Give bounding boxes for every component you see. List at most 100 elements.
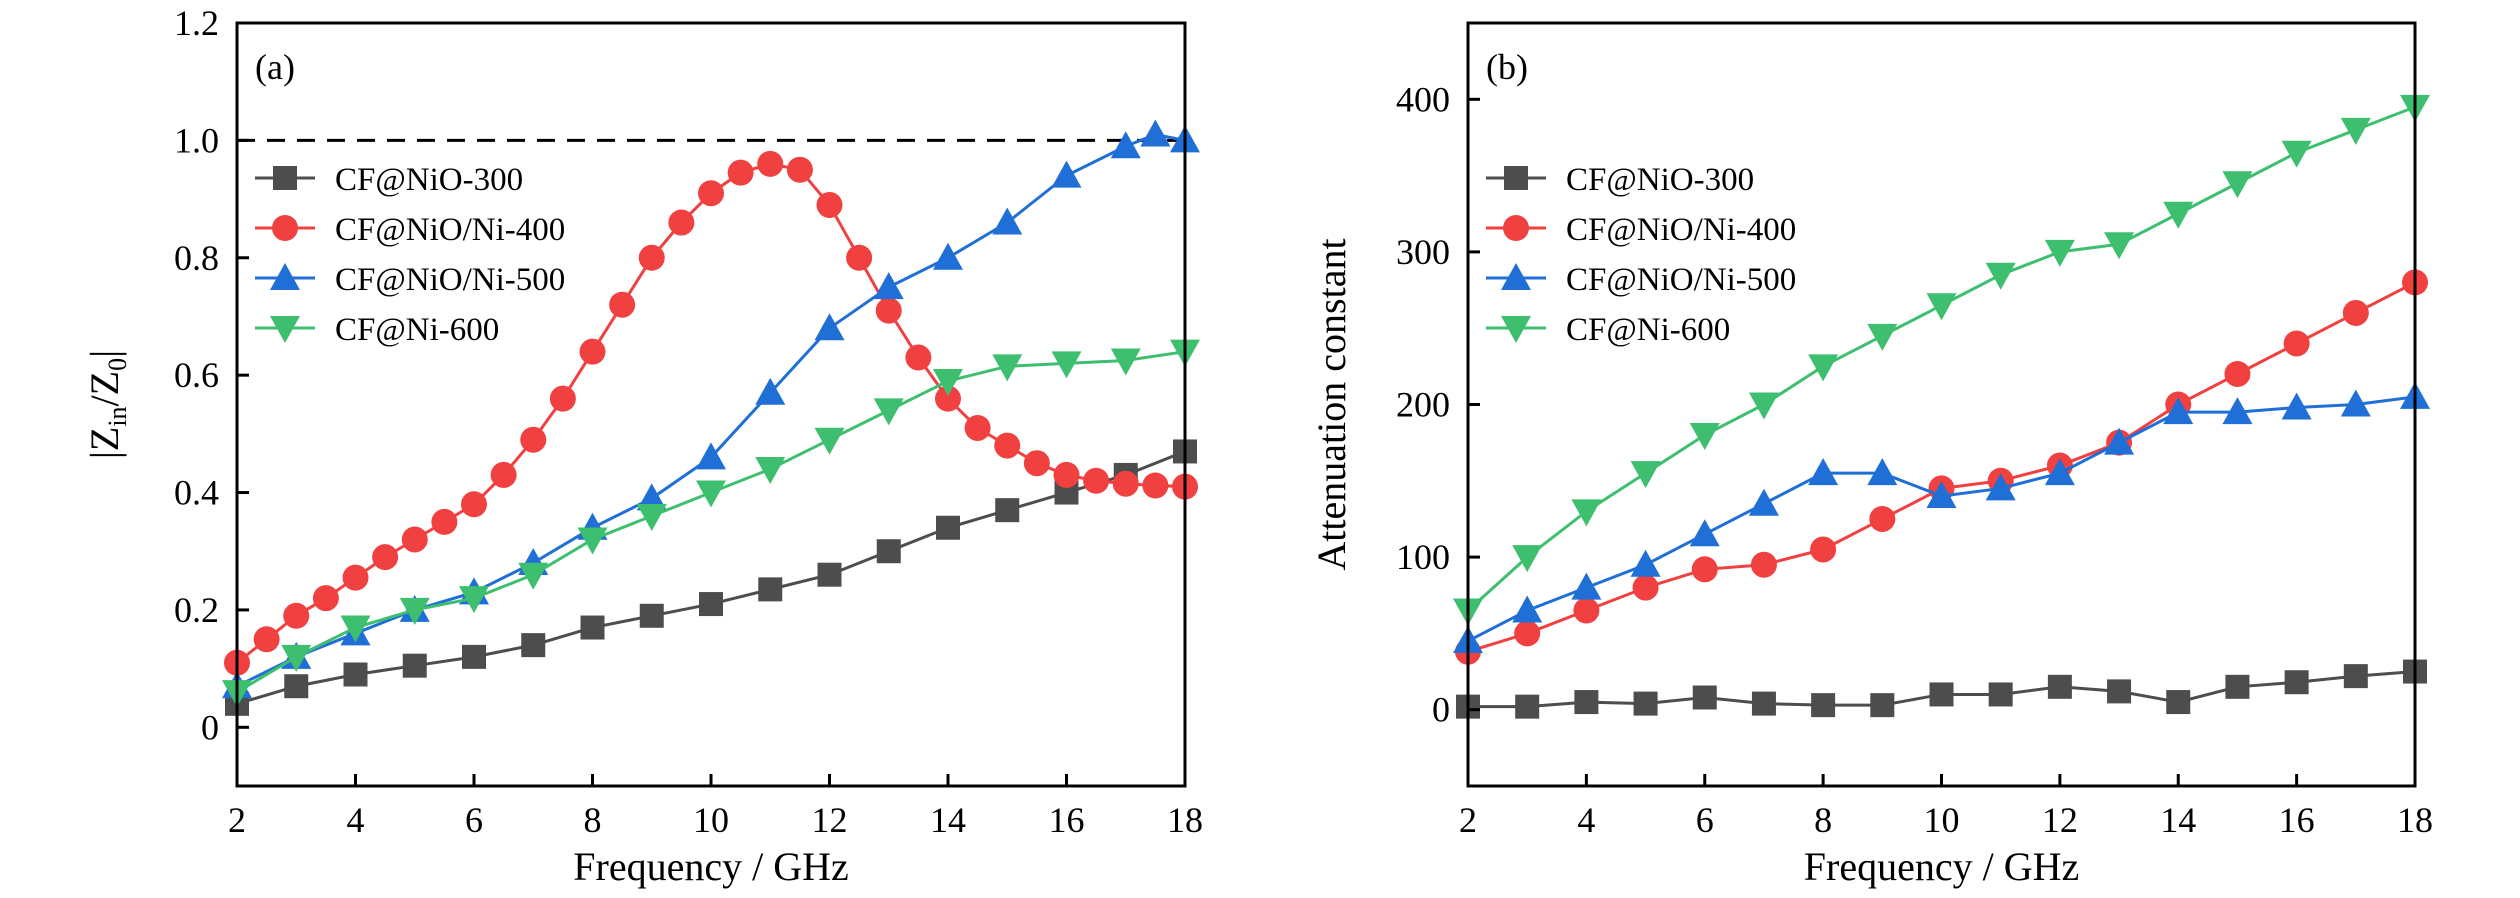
data-point bbox=[577, 527, 608, 555]
data-point bbox=[1985, 473, 2016, 501]
legend-entry: CF@NiO-300 bbox=[1486, 162, 1754, 198]
legend-marker bbox=[1501, 263, 1531, 290]
y-tick-label: 1.2 bbox=[174, 3, 219, 43]
data-point bbox=[638, 244, 665, 271]
data-point bbox=[1630, 461, 1661, 489]
chart-panel-b: 2 4 6 8 10 12 14 16 18 0 100 200 300 400 (b) Frequency … bbox=[1309, 21, 2433, 889]
data-point bbox=[580, 615, 605, 640]
data-point bbox=[1689, 423, 1720, 451]
data-point bbox=[1748, 488, 1779, 516]
data-point bbox=[696, 480, 726, 508]
data-point bbox=[518, 562, 549, 590]
data-point bbox=[2343, 664, 2368, 689]
data-point bbox=[462, 644, 486, 669]
data-point bbox=[698, 180, 724, 207]
x-tick-label: 16 bbox=[2279, 800, 2315, 840]
series-CF@Ni-600 bbox=[1453, 94, 2430, 626]
legend-marker bbox=[1503, 215, 1529, 241]
legend-label: CF@NiO/Ni-400 bbox=[335, 212, 565, 248]
data-point bbox=[1083, 467, 1110, 494]
plot-frame bbox=[1466, 21, 2417, 788]
data-point bbox=[1691, 556, 1718, 583]
data-point bbox=[2163, 201, 2194, 229]
data-point bbox=[933, 369, 963, 397]
data-point bbox=[1988, 682, 2013, 707]
legend-entry: CF@NiO-300 bbox=[255, 162, 523, 198]
data-point bbox=[343, 662, 368, 687]
data-point bbox=[699, 592, 723, 617]
data-point bbox=[1748, 392, 1779, 420]
data-point bbox=[1574, 690, 1599, 715]
data-point bbox=[816, 191, 843, 218]
data-point bbox=[1632, 574, 1659, 601]
legend-label: CF@Ni-600 bbox=[335, 312, 499, 348]
y-tick-label: 1.0 bbox=[174, 120, 219, 160]
data-point bbox=[814, 427, 845, 455]
x-tick-label: 18 bbox=[2397, 800, 2433, 840]
data-point bbox=[992, 354, 1023, 382]
x-tick-label: 6 bbox=[1696, 800, 1714, 840]
data-point bbox=[2104, 427, 2135, 455]
series-CF@Ni-600 bbox=[222, 339, 1200, 708]
legend: CF@NiO-300 CF@NiO/Ni-400 CF@NiO/Ni-500 CF@N… bbox=[1486, 162, 1796, 348]
data-point bbox=[755, 377, 786, 405]
y-tick-label: 0.6 bbox=[174, 355, 219, 395]
data-point bbox=[936, 515, 960, 540]
data-point bbox=[253, 626, 280, 653]
legend-marker bbox=[1501, 316, 1531, 343]
x-tick-label: 12 bbox=[812, 800, 848, 840]
data-point bbox=[1142, 472, 1169, 499]
data-point bbox=[2104, 232, 2135, 260]
data-point bbox=[2044, 239, 2075, 267]
data-point bbox=[1112, 470, 1139, 497]
y-tick-label: 0.4 bbox=[174, 473, 219, 513]
x-tick-label: 4 bbox=[1577, 800, 1595, 840]
x-tick-label: 8 bbox=[584, 800, 602, 840]
data-point bbox=[2340, 389, 2371, 417]
data-point bbox=[933, 242, 963, 270]
data-point bbox=[817, 562, 842, 587]
data-point bbox=[2342, 299, 2369, 326]
panel-label: (a) bbox=[255, 47, 295, 87]
data-point bbox=[727, 159, 754, 186]
data-point bbox=[696, 442, 726, 470]
data-point bbox=[786, 156, 813, 183]
data-point bbox=[399, 597, 430, 625]
data-point bbox=[2107, 679, 2132, 704]
data-point bbox=[340, 615, 371, 643]
data-point bbox=[964, 414, 991, 441]
legend-entry: CF@NiO/Ni-500 bbox=[255, 262, 565, 298]
legend-marker bbox=[1504, 166, 1528, 190]
y-tick-label: 0.2 bbox=[174, 590, 219, 630]
data-point bbox=[873, 398, 904, 426]
data-point bbox=[283, 602, 310, 629]
legend-entry: CF@NiO/Ni-500 bbox=[1486, 262, 1796, 298]
data-point bbox=[609, 291, 636, 318]
legend-label: CF@NiO-300 bbox=[335, 162, 523, 198]
data-point bbox=[2163, 397, 2194, 425]
data-point bbox=[1869, 505, 1896, 532]
data-point bbox=[431, 508, 458, 535]
data-point bbox=[1571, 572, 1602, 600]
data-point bbox=[2283, 330, 2310, 357]
data-point bbox=[579, 338, 606, 365]
data-point bbox=[1926, 293, 1957, 321]
legend-label: CF@NiO/Ni-400 bbox=[1566, 212, 1796, 248]
legend-marker bbox=[273, 166, 297, 190]
data-point bbox=[935, 385, 961, 412]
data-point bbox=[1750, 551, 1777, 578]
legend-label: CF@NiO/Ni-500 bbox=[1566, 262, 1796, 298]
data-point bbox=[994, 432, 1021, 459]
legend-entry: CF@NiO/Ni-400 bbox=[1486, 212, 1796, 248]
data-point bbox=[1808, 458, 1839, 486]
legend-label: CF@Ni-600 bbox=[1566, 312, 1730, 348]
chart-panel-a: 2 4 6 8 10 12 14 16 18 0 0.2 0.4 0.6 0.8 1.0 1.2 (a) Freq… bbox=[82, 3, 1203, 889]
data-point bbox=[1689, 519, 1720, 547]
x-tick-label: 10 bbox=[693, 800, 729, 840]
y-tick-label: 0 bbox=[1432, 690, 1450, 730]
data-point bbox=[1751, 691, 1776, 716]
data-point bbox=[1573, 597, 1600, 624]
legend: CF@NiO-300 CF@NiO/Ni-400 CF@NiO/Ni-500 CF@N… bbox=[255, 162, 565, 348]
data-point bbox=[755, 457, 786, 485]
